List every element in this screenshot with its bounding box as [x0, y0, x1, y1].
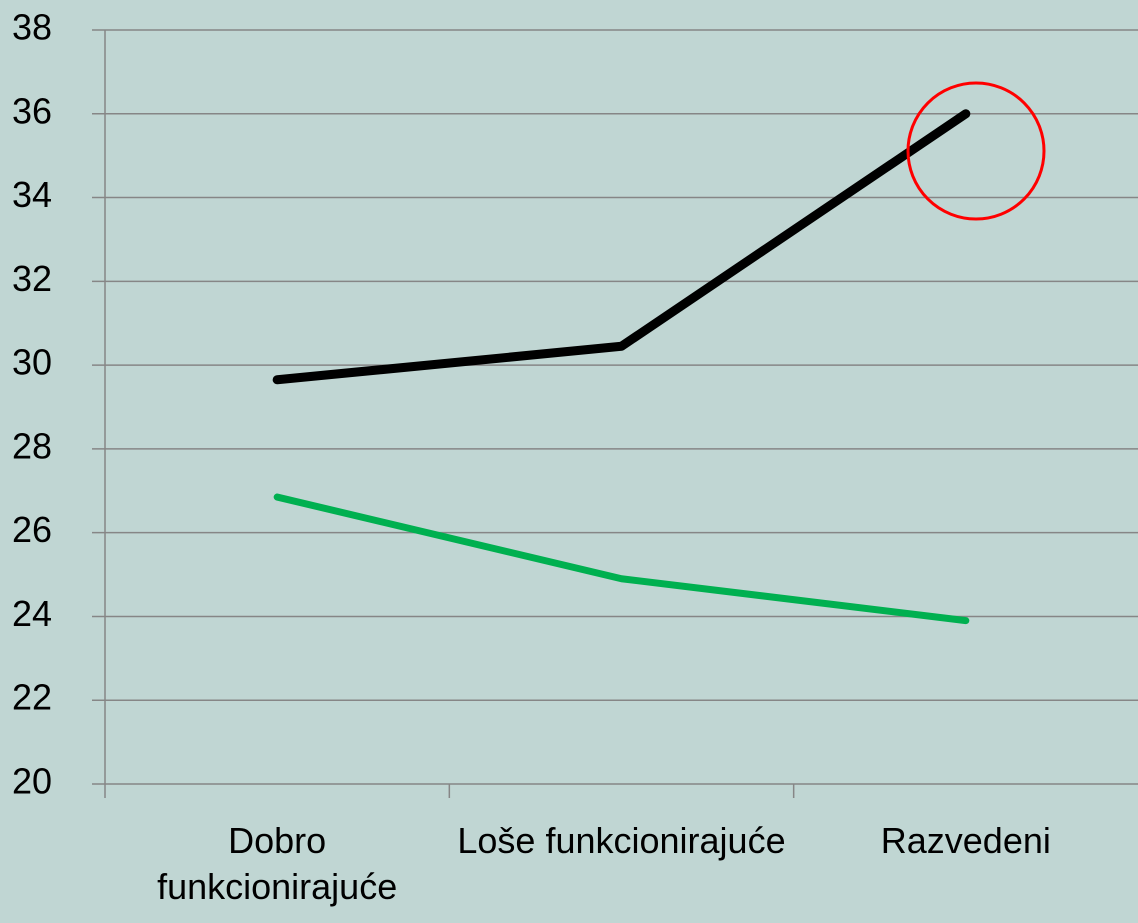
y-tick-label: 38 — [12, 7, 52, 48]
y-tick-label: 24 — [12, 593, 52, 634]
x-tick-label: Razvedeni — [880, 820, 1051, 861]
y-tick-label: 34 — [12, 174, 52, 215]
y-tick-label: 32 — [12, 258, 52, 299]
series-line — [272, 109, 971, 385]
x-tick-label: Dobro funkcionirajuće — [157, 820, 398, 907]
y-tick-label: 36 — [12, 90, 52, 131]
x-tick-label: Loše funkcionirajuće — [457, 820, 786, 861]
highlight-circle — [906, 81, 1046, 221]
y-tick-label: 20 — [12, 761, 52, 802]
y-tick-label: 30 — [12, 342, 52, 383]
y-tick-label: 26 — [12, 509, 52, 550]
y-tick-label: 22 — [12, 677, 52, 718]
series-line — [273, 493, 970, 625]
y-tick-label: 28 — [12, 425, 52, 466]
